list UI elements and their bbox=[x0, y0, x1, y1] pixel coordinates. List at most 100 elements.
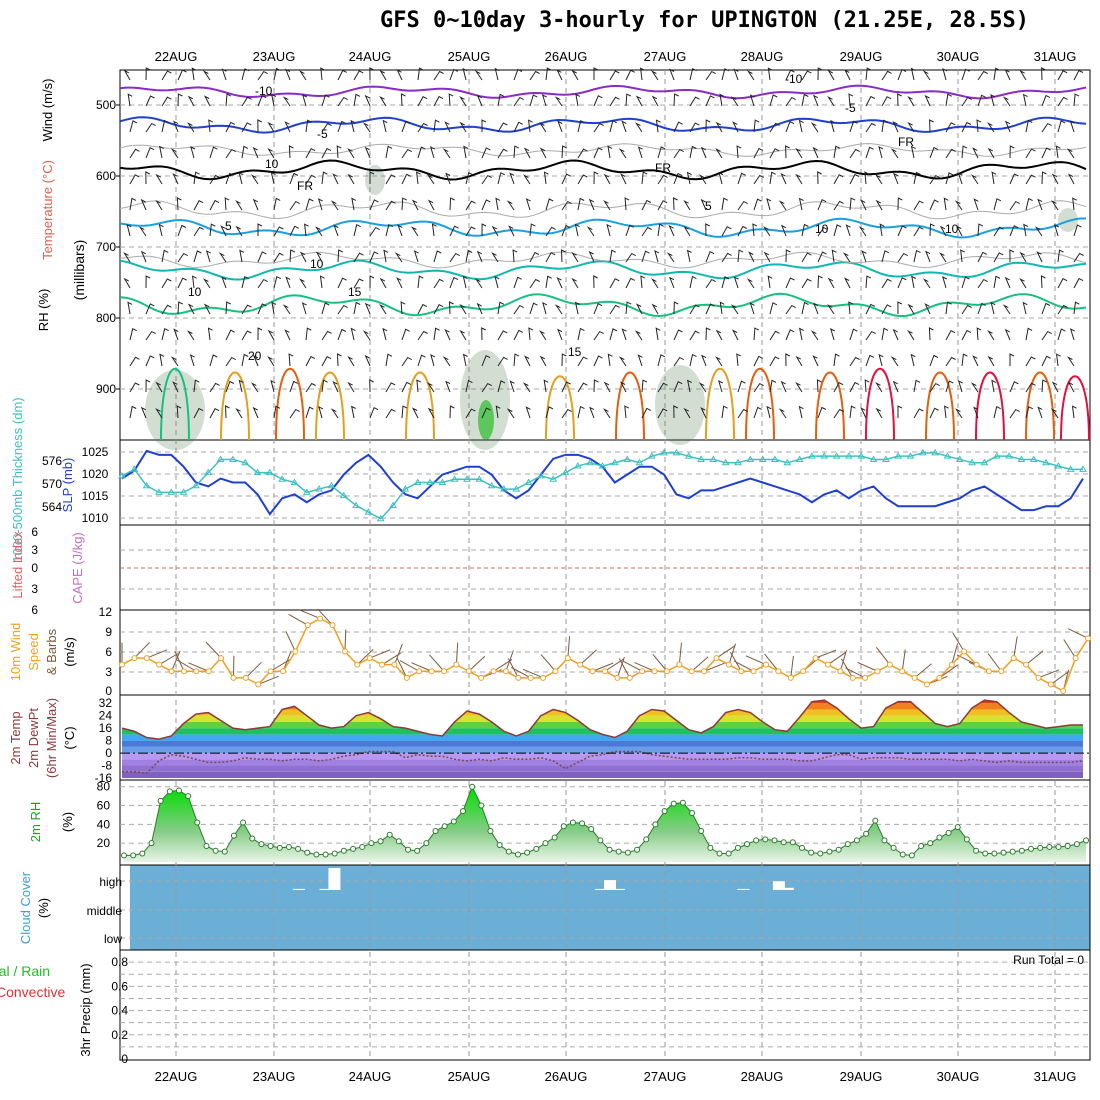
wind-barb bbox=[495, 405, 501, 419]
wind-barb bbox=[945, 122, 956, 133]
wind-barb bbox=[337, 277, 347, 289]
rh-ylabel: RH (%) bbox=[36, 289, 51, 332]
wind-barb bbox=[907, 303, 915, 315]
wind-barb bbox=[865, 330, 876, 341]
wind-barb bbox=[193, 250, 202, 263]
date-label-top: 23AUG bbox=[253, 49, 296, 64]
wind-barb bbox=[1034, 226, 1043, 237]
wind-barb bbox=[1041, 94, 1051, 107]
wind-barb bbox=[849, 197, 856, 211]
wind-barb bbox=[129, 405, 137, 419]
wind-barb bbox=[876, 646, 891, 665]
wind-barb bbox=[401, 381, 412, 393]
wind-barb bbox=[833, 353, 840, 367]
wind-barb bbox=[907, 95, 915, 107]
rh-point bbox=[405, 846, 412, 853]
thickness-point bbox=[142, 481, 151, 489]
wind-barb bbox=[831, 249, 837, 263]
wind-barb bbox=[1073, 252, 1084, 263]
cloud-ylabel: Cloud Cover bbox=[18, 871, 33, 944]
wind-barb bbox=[778, 408, 787, 419]
slp-tick-label: 1020 bbox=[82, 467, 109, 481]
wind-barb bbox=[382, 119, 388, 133]
wind-barb bbox=[745, 655, 767, 666]
wind-barb bbox=[465, 249, 473, 263]
wind-barb bbox=[177, 301, 183, 315]
wind-barb bbox=[225, 172, 234, 185]
thickness-point bbox=[980, 458, 989, 466]
wind-barb bbox=[321, 122, 332, 133]
cloud-tick-label: high bbox=[99, 875, 122, 889]
wind-barb bbox=[356, 649, 374, 666]
date-label-top: 31AUG bbox=[1034, 49, 1077, 64]
wind-barb bbox=[602, 408, 611, 419]
wind-speed-point bbox=[391, 661, 398, 668]
wind-barb bbox=[299, 251, 307, 263]
wind-barb bbox=[317, 608, 333, 626]
wind-barb bbox=[817, 171, 822, 185]
rh-tick-label: 40 bbox=[97, 817, 111, 831]
wind-barb bbox=[577, 356, 588, 367]
wind-barb bbox=[753, 382, 764, 393]
wind-speed-point bbox=[267, 668, 274, 675]
wind-barb bbox=[1009, 225, 1019, 237]
dewpt-ylabel: 2m DewPt bbox=[26, 708, 41, 768]
rh-point bbox=[560, 823, 567, 830]
wind-barb bbox=[721, 197, 729, 211]
rh-point bbox=[331, 850, 338, 857]
thickness-point bbox=[376, 514, 385, 522]
wind-barb bbox=[465, 200, 476, 211]
wind-barb bbox=[1057, 304, 1068, 315]
wind-barb bbox=[270, 659, 290, 672]
wind-barb bbox=[449, 225, 459, 237]
wind-speed-point bbox=[255, 681, 262, 688]
slp-line bbox=[121, 449, 1084, 516]
wind-barb bbox=[385, 382, 396, 393]
temp-line bbox=[121, 699, 1083, 740]
wind-speed-point bbox=[193, 668, 200, 675]
rh-point bbox=[826, 848, 833, 855]
wind-barb bbox=[689, 353, 697, 367]
wind-barb bbox=[865, 146, 874, 159]
wind-barb bbox=[865, 275, 872, 289]
wind-barb bbox=[1050, 200, 1059, 211]
wind-barb bbox=[512, 249, 518, 263]
wind-barb bbox=[444, 329, 451, 341]
wind-barb bbox=[700, 407, 707, 419]
thickness-point bbox=[450, 475, 459, 482]
wind-barb bbox=[929, 354, 939, 367]
thickness-point bbox=[721, 458, 730, 466]
wind-barb bbox=[845, 667, 866, 679]
wind-barb bbox=[1019, 251, 1027, 263]
temp-tick-label: 16 bbox=[99, 721, 113, 735]
wind-barb bbox=[753, 147, 764, 159]
wind-barb bbox=[554, 304, 563, 315]
wind-barb bbox=[634, 330, 643, 341]
wind-barb bbox=[513, 329, 524, 341]
rh-point bbox=[340, 847, 347, 854]
wind-barb bbox=[560, 249, 566, 263]
wind-barb bbox=[655, 327, 661, 341]
wind-barb bbox=[385, 174, 396, 185]
thickness-point bbox=[672, 448, 681, 456]
wind-barb bbox=[170, 148, 179, 159]
wind-speed-point bbox=[230, 674, 237, 681]
wind-speed-point bbox=[837, 668, 844, 675]
wind-barb bbox=[225, 301, 231, 315]
wind-barb bbox=[657, 408, 668, 419]
wind-barb bbox=[746, 278, 755, 289]
wind-barb bbox=[319, 275, 325, 289]
li-tick-label: 0 bbox=[31, 561, 38, 575]
rh-point bbox=[148, 840, 155, 847]
wind-barb bbox=[155, 173, 163, 185]
wind-barb bbox=[914, 663, 932, 679]
wind-barb bbox=[1022, 93, 1028, 107]
contour-label: -5 bbox=[317, 127, 328, 141]
wind-barb bbox=[209, 199, 220, 211]
rh-point bbox=[579, 820, 586, 827]
wind-barb bbox=[207, 327, 213, 341]
wind-barb bbox=[801, 252, 812, 263]
wind-barb bbox=[497, 301, 505, 315]
wind-barb bbox=[993, 198, 1002, 211]
wind-barb bbox=[705, 327, 711, 341]
